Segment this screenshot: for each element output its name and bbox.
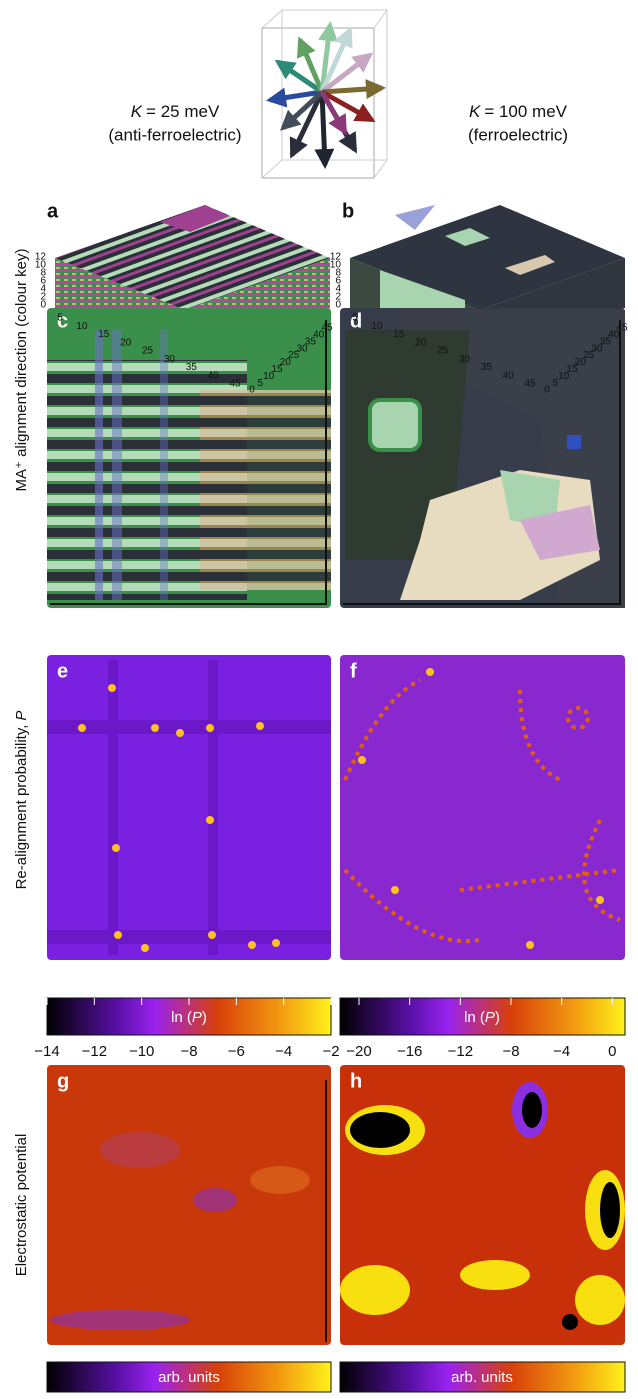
tick-label: −4 [553, 1043, 570, 1060]
panel-letter: b [342, 200, 354, 222]
colorbar-label: ln (P) [171, 1009, 207, 1026]
label-symbol: P [13, 711, 30, 721]
suffix: ) [202, 1009, 207, 1026]
heatmap-f [340, 655, 625, 960]
tick-label: −14 [34, 1043, 59, 1060]
panel-letter: a [47, 200, 59, 222]
side-tick-label: 0 [544, 385, 550, 396]
tick-label: −8 [180, 1043, 197, 1060]
panel-letter: f [350, 660, 357, 682]
front-tick-label: 35 [186, 362, 198, 373]
prefix: ln ( [464, 1009, 485, 1026]
row-label: Re-alignment probability, P [13, 711, 30, 890]
front-tick-label: 30 [459, 354, 471, 365]
figure: K= 25 meV (anti-ferroelectric) K= 100 me… [0, 0, 638, 1399]
prefix: ln ( [171, 1009, 192, 1026]
tick-label: −4 [275, 1043, 292, 1060]
side-tick-label: 45 [616, 323, 628, 334]
panel-letter: e [57, 660, 68, 682]
front-tick-label: 25 [437, 346, 449, 357]
value: = 25 meV [146, 102, 220, 121]
tick-label: −8 [502, 1043, 519, 1060]
symbol: K [469, 102, 481, 121]
front-tick-label: 30 [164, 354, 176, 365]
label-text: Re-alignment probability, [13, 725, 30, 890]
front-tick-label: 20 [120, 337, 132, 348]
body: K= 25 meV (anti-ferroelectric) K= 100 me… [0, 0, 638, 1399]
symbol: P [192, 1009, 202, 1026]
tick-label: −2 [322, 1043, 339, 1060]
heatmap-g [47, 1065, 331, 1345]
height-tick-label: 12 [35, 252, 47, 263]
page: MA alignment figure {"header": { "left":… [0, 0, 638, 1399]
front-tick-label: 15 [393, 329, 405, 340]
front-tick-label: 10 [76, 321, 88, 332]
colorbar-label: arb. units [158, 1369, 220, 1386]
row-label: Electrostatic potential [13, 1134, 30, 1277]
colorbar-label: ln (P) [464, 1009, 500, 1026]
header-left: K= 25 meV [131, 102, 220, 121]
front-tick-label: 45 [229, 379, 241, 390]
front-tick-label: 35 [481, 362, 493, 373]
tick-label: −12 [448, 1043, 473, 1060]
header-right-note: (ferroelectric) [468, 125, 568, 144]
value: = 100 meV [484, 102, 567, 121]
row-label: MA⁺ alignment direction (colour key) [13, 248, 30, 491]
height-tick-label: 12 [330, 252, 342, 263]
front-tick-label: 20 [415, 337, 427, 348]
tick-label: −10 [129, 1043, 154, 1060]
tick-label: −12 [82, 1043, 107, 1060]
front-tick-label: 5 [352, 313, 358, 324]
front-tick-label: 25 [142, 346, 154, 357]
colour-key-cube [262, 10, 387, 178]
heatmap-e [47, 655, 331, 960]
header-left-note: (anti-ferroelectric) [108, 125, 241, 144]
front-tick-label: 10 [371, 321, 383, 332]
symbol: P [485, 1009, 495, 1026]
tick-label: −16 [397, 1043, 422, 1060]
suffix: ) [495, 1009, 500, 1026]
side-tick-label: 45 [321, 323, 333, 334]
header-right: K= 100 meV [469, 102, 568, 121]
heatmap-h [340, 1065, 625, 1345]
side-tick-label: 0 [249, 385, 255, 396]
front-tick-label: 15 [98, 329, 110, 340]
front-tick-label: 5 [57, 313, 63, 324]
panel-letter: h [350, 1070, 362, 1092]
front-tick-label: 45 [524, 379, 536, 390]
panel-letter: g [57, 1070, 69, 1092]
front-tick-label: 40 [208, 370, 220, 381]
tick-label: −20 [346, 1043, 371, 1060]
tick-label: −6 [228, 1043, 245, 1060]
front-tick-label: 40 [503, 370, 515, 381]
tick-label: 0 [608, 1043, 616, 1060]
colorbar-label: arb. units [451, 1369, 513, 1386]
symbol: K [131, 102, 143, 121]
